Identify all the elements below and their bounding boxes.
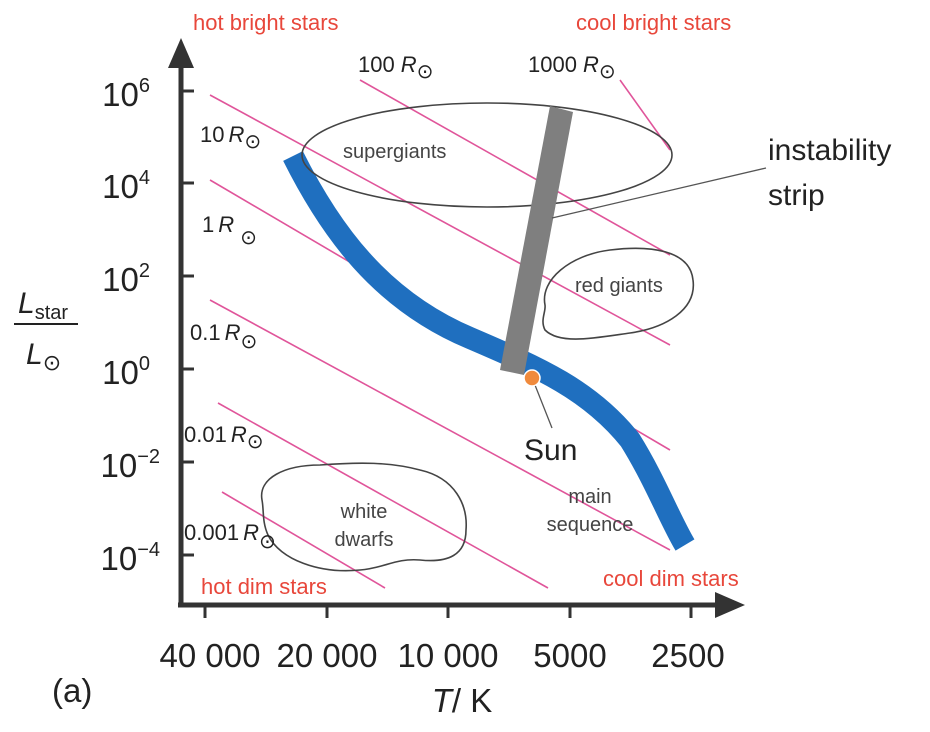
y-tick-label: 10−2 bbox=[100, 446, 160, 484]
y-ticks bbox=[181, 89, 194, 557]
sun-label: Sun bbox=[524, 434, 577, 467]
corner-label-cool-dim: cool dim stars bbox=[603, 566, 739, 591]
x-axis-arrow-icon bbox=[715, 592, 745, 618]
radius-line-0.01 bbox=[217, 402, 549, 589]
radius-label-1: 1 R⊙ bbox=[202, 212, 257, 249]
x-ticks bbox=[203, 605, 693, 618]
main-sequence-band bbox=[283, 151, 695, 551]
corner-label-cool-bright: cool bright stars bbox=[576, 10, 731, 35]
instability-leader-line bbox=[551, 167, 767, 219]
radius-line-100 bbox=[359, 79, 671, 256]
red-giants-label: red giants bbox=[575, 275, 663, 297]
radius-label-0.001: 0.001 R⊙ bbox=[184, 520, 276, 553]
x-tick-label: 20 000 bbox=[277, 637, 378, 674]
x-axis-label: T/ K bbox=[432, 682, 493, 719]
instability-strip-label-line1: instability bbox=[768, 134, 891, 167]
radius-label-10: 10 R⊙ bbox=[200, 122, 261, 153]
radius-line-0.001 bbox=[221, 491, 386, 589]
white-dwarfs-label-line2: dwarfs bbox=[335, 529, 394, 551]
radius-label-1000: 1000 R⊙ bbox=[528, 52, 616, 83]
svg-text:L⊙: L⊙ bbox=[26, 338, 61, 375]
y-axis-label: Lstar L⊙ bbox=[14, 287, 78, 375]
radius-label-0.01: 0.01 R⊙ bbox=[184, 422, 263, 453]
x-tick-label: 10 000 bbox=[398, 637, 499, 674]
sun-marker bbox=[523, 369, 541, 387]
radius-label-100: 100 R⊙ bbox=[358, 52, 433, 83]
x-tick-label: 40 000 bbox=[160, 637, 261, 674]
corner-label-hot-dim: hot dim stars bbox=[201, 574, 327, 599]
instability-strip bbox=[500, 106, 573, 375]
svg-text:Lstar: Lstar bbox=[18, 287, 68, 324]
x-tick-label: 2500 bbox=[651, 637, 724, 674]
main-sequence-label-line2: sequence bbox=[547, 514, 634, 536]
panel-label: (a) bbox=[52, 672, 92, 709]
y-tick-label: 100 bbox=[102, 353, 150, 391]
y-tick-label: 104 bbox=[102, 167, 150, 205]
axes bbox=[178, 62, 725, 608]
corner-label-hot-bright: hot bright stars bbox=[193, 10, 339, 35]
x-tick-label: 5000 bbox=[533, 637, 606, 674]
y-axis-arrow-icon bbox=[168, 38, 194, 68]
red-giants-region bbox=[542, 247, 695, 340]
main-sequence-label-line1: main bbox=[568, 486, 611, 508]
white-dwarfs-region bbox=[260, 462, 467, 572]
sun-leader-line bbox=[532, 379, 553, 429]
radius-label-0.1: 0.1 R⊙ bbox=[190, 320, 257, 353]
radius-line-10 bbox=[209, 94, 671, 346]
supergiants-label: supergiants bbox=[343, 141, 446, 163]
radius-line-0.1 bbox=[209, 299, 671, 551]
y-tick-label: 10−4 bbox=[100, 539, 160, 577]
instability-strip-label-line2: strip bbox=[768, 179, 825, 212]
y-tick-label: 106 bbox=[102, 75, 150, 113]
y-tick-label: 102 bbox=[102, 260, 150, 298]
white-dwarfs-label-line1: white bbox=[340, 501, 388, 523]
supergiants-region bbox=[301, 102, 673, 208]
